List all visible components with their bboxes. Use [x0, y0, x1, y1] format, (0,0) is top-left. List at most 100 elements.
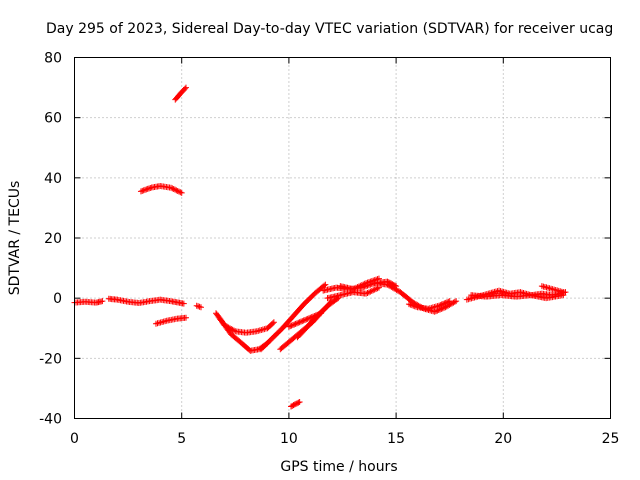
data-point: [99, 298, 106, 305]
y-axis-label: SDTVAR / TECUs: [7, 181, 23, 296]
data-point: [182, 84, 189, 91]
data-point: [303, 316, 310, 323]
data-point: [368, 287, 375, 294]
series-seg-q: [405, 298, 453, 312]
data-point: [193, 302, 200, 309]
y-tick-label: -40: [39, 412, 62, 428]
axis-ticks: [74, 57, 611, 419]
data-point: [367, 278, 374, 285]
series-seg-e: [172, 84, 189, 103]
series-seg-c: [152, 314, 189, 327]
series-seg-d: [137, 182, 185, 196]
data-point: [306, 315, 312, 322]
data-point: [351, 285, 358, 292]
y-tick-label: 0: [53, 291, 62, 307]
data-point: [373, 285, 380, 292]
data-point: [442, 299, 449, 306]
data-point: [172, 186, 178, 193]
data-point: [230, 327, 237, 334]
data-point: [167, 184, 174, 191]
data-point: [285, 323, 292, 330]
data-point: [295, 319, 302, 326]
data-point: [307, 314, 314, 321]
data-point: [413, 303, 420, 310]
data-point: [357, 282, 364, 289]
data-point: [174, 187, 181, 194]
data-point: [453, 298, 460, 305]
x-tick-label: 10: [280, 431, 298, 447]
data-point: [375, 275, 382, 282]
data-point: [292, 320, 299, 327]
data-point: [446, 298, 453, 305]
data-point: [408, 302, 415, 309]
data-point: [177, 189, 184, 196]
y-tick-label: 40: [44, 171, 62, 187]
data-point: [441, 300, 448, 307]
series-seg-b: [105, 295, 187, 307]
x-tick-label: 0: [70, 431, 79, 447]
data-point: [170, 186, 177, 193]
data-point: [361, 280, 368, 287]
x-tick-label: 5: [177, 431, 186, 447]
data-point: [295, 399, 302, 406]
data-point: [270, 319, 277, 326]
data-point: [301, 316, 308, 323]
x-tick-label: 15: [387, 431, 405, 447]
x-axis-label: GPS time / hours: [280, 459, 397, 475]
data-point: [296, 398, 303, 405]
data-point: [178, 189, 185, 196]
data-point: [169, 185, 176, 192]
y-tick-label: -20: [39, 351, 62, 367]
data-point: [299, 318, 306, 325]
data-points: [71, 84, 569, 410]
data-point: [289, 322, 296, 329]
data-point: [322, 281, 329, 288]
data-point: [195, 303, 202, 310]
data-point: [407, 301, 414, 308]
series-seg-f: [193, 302, 204, 311]
y-tick-label: 80: [44, 51, 62, 67]
data-point: [437, 302, 444, 309]
data-point: [181, 85, 188, 92]
y-tick-label: 60: [44, 111, 62, 127]
data-point: [371, 286, 378, 293]
data-point: [293, 320, 300, 327]
data-point: [405, 301, 412, 308]
data-point: [304, 315, 311, 322]
data-point: [196, 303, 203, 310]
data-point: [411, 303, 418, 310]
series-seg-a: [71, 298, 106, 306]
data-point: [367, 288, 374, 295]
data-point: [370, 287, 377, 294]
data-point: [444, 299, 451, 306]
data-point: [364, 279, 371, 286]
data-point: [355, 283, 362, 290]
data-point: [297, 318, 304, 325]
series-seg-o: [337, 275, 382, 293]
data-point: [365, 279, 372, 286]
data-point: [296, 319, 303, 326]
data-point: [365, 289, 372, 296]
data-point: [440, 300, 446, 307]
data-point: [360, 281, 367, 288]
data-point: [173, 187, 180, 194]
series-seg-l: [294, 295, 342, 341]
data-point: [287, 323, 294, 330]
data-point: [180, 300, 187, 307]
data-point: [370, 277, 377, 284]
series-seg-u: [288, 398, 303, 410]
data-point: [300, 317, 307, 324]
data-point: [364, 289, 371, 296]
data-point: [435, 302, 442, 309]
data-point: [451, 298, 458, 305]
x-tick-label: 25: [602, 431, 620, 447]
data-point: [353, 284, 360, 291]
data-point: [358, 282, 365, 289]
data-point: [410, 302, 417, 309]
data-point: [354, 284, 361, 291]
data-point: [176, 188, 183, 195]
data-point: [291, 321, 298, 328]
data-point: [350, 286, 357, 293]
data-point: [560, 289, 567, 296]
